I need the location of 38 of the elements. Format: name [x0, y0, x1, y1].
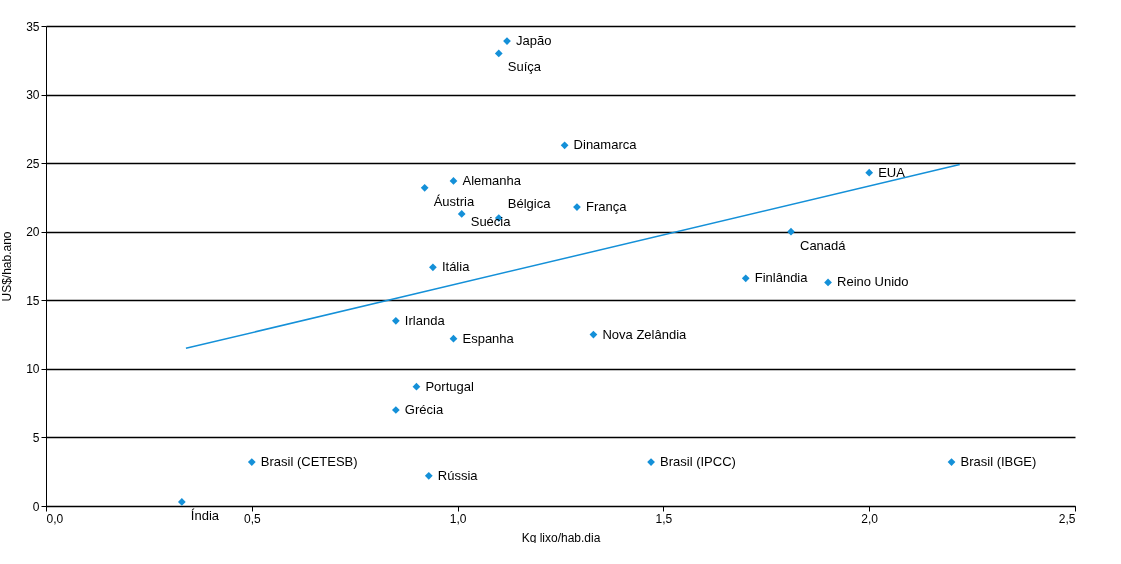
y-tick-label: 5: [32, 430, 40, 445]
annotation: Japão: [515, 33, 552, 49]
x-tick-label: 1,5: [655, 511, 673, 526]
y-tick-label: 15: [26, 293, 40, 308]
annotation: Alemanha: [462, 172, 522, 188]
x-tick-label: 2,5: [1058, 511, 1076, 526]
annotation: Canadá: [800, 237, 847, 253]
annotation: EUA: [878, 164, 906, 180]
y-tick-label: 25: [26, 156, 40, 171]
annotation: Nova Zelândia: [602, 326, 688, 342]
annotation: Espanha: [462, 330, 515, 346]
annotation: Bélgica: [507, 196, 552, 211]
annotation: Itália: [441, 259, 471, 275]
annotation: Índia: [190, 507, 220, 523]
x-tick-label: 0,0: [46, 511, 64, 526]
x-tick-label: 0,5: [243, 511, 261, 526]
y-tick-label: 30: [26, 88, 40, 103]
annotation: Suíça: [507, 59, 542, 75]
annotation: Rússia: [437, 467, 479, 483]
annotation: Dinamarca: [573, 137, 638, 153]
y-tick-label: 0: [32, 499, 40, 514]
annotation: Brasil (CETESB): [260, 454, 358, 470]
y-tick-label: 35: [26, 19, 40, 34]
annotation: França: [585, 199, 628, 215]
annotation: Brasil (IBGE): [960, 454, 1037, 470]
y-tick-label: 10: [26, 362, 40, 377]
y-tick-label: 20: [26, 225, 40, 240]
annotation: Suécia: [470, 213, 512, 229]
annotation: Grécia: [404, 402, 444, 417]
y-axis-title: US$/hab.ano: [0, 231, 15, 302]
annotation: Brasil (IPCC): [660, 454, 736, 470]
annotation: Finlândia: [754, 270, 809, 286]
x-tick-label: 1,0: [449, 511, 467, 526]
annotation: Portugal: [425, 378, 474, 394]
annotation: Reino Unido: [837, 274, 909, 290]
x-tick-label: 2,0: [861, 511, 879, 526]
annotation: Irlanda: [404, 312, 446, 328]
annotation: Áustria: [433, 193, 475, 209]
